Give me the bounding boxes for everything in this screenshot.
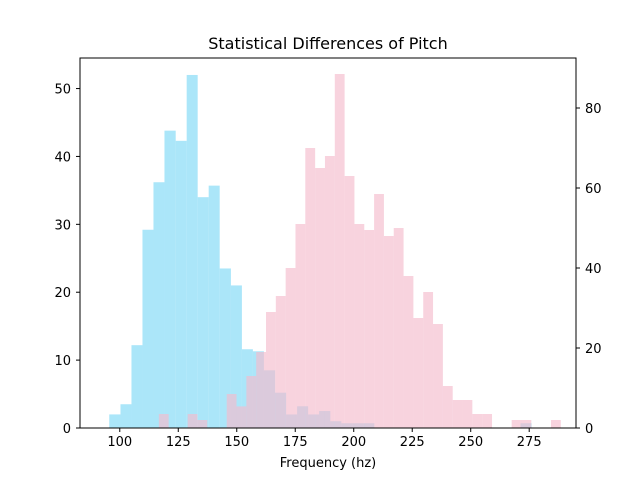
x-tick-label: 200 bbox=[341, 435, 366, 450]
pink-bar bbox=[344, 176, 355, 428]
x-tick-label: 175 bbox=[283, 435, 308, 450]
blue-bar bbox=[153, 182, 165, 428]
pink-bar bbox=[433, 324, 443, 428]
pink-bar bbox=[413, 318, 424, 428]
pink-bar bbox=[285, 268, 296, 428]
left-y-tick-label: 30 bbox=[54, 218, 71, 233]
pink-bar bbox=[295, 224, 306, 428]
left-y-tick-label: 20 bbox=[54, 286, 71, 301]
pink-bar bbox=[511, 420, 522, 428]
blue-bar bbox=[175, 140, 187, 428]
pink-bar bbox=[521, 420, 532, 428]
x-tick-label: 100 bbox=[107, 435, 132, 450]
left-y-tick-label: 10 bbox=[54, 354, 71, 369]
pink-bar bbox=[442, 386, 453, 428]
pink-bar bbox=[324, 156, 335, 428]
right-y-tick-label: 60 bbox=[585, 182, 602, 197]
blue-bar bbox=[230, 285, 242, 428]
x-tick-label: 125 bbox=[166, 435, 191, 450]
x-axis-label: Frequency (hz) bbox=[280, 456, 377, 471]
chart-title: Statistical Differences of Pitch bbox=[208, 34, 448, 53]
pink-bar bbox=[275, 296, 286, 428]
pink-bar bbox=[266, 312, 276, 428]
pink-bar bbox=[197, 420, 208, 428]
left-y-tick-label: 50 bbox=[54, 83, 71, 98]
pink-bar bbox=[462, 400, 473, 428]
blue-bar bbox=[208, 185, 220, 428]
right-y-tick-label: 20 bbox=[585, 342, 602, 357]
blue-bar bbox=[120, 404, 132, 428]
pink-bar bbox=[354, 224, 365, 428]
pink-bar bbox=[472, 414, 483, 428]
blue-bar bbox=[131, 345, 143, 428]
pink-bar bbox=[187, 414, 198, 428]
left-y-axis-ticks: 0 10 20 30 40 50 bbox=[54, 83, 80, 437]
pink-bar bbox=[305, 148, 316, 428]
blue-bar bbox=[142, 229, 154, 428]
pink-bar bbox=[315, 168, 325, 428]
right-y-axis-ticks: 0 20 40 60 80 bbox=[576, 102, 602, 437]
plot-frame bbox=[79, 57, 577, 429]
pink-bar bbox=[158, 414, 169, 428]
x-tick-label: 250 bbox=[458, 435, 483, 450]
x-tick-label: 225 bbox=[400, 435, 425, 450]
left-y-tick-label: 40 bbox=[54, 150, 71, 165]
pink-bar bbox=[393, 228, 404, 428]
pink-bar bbox=[452, 400, 463, 428]
pink-bar bbox=[226, 394, 237, 428]
blue-bar bbox=[164, 130, 176, 428]
pink-bar bbox=[550, 420, 561, 428]
right-y-tick-label: 40 bbox=[585, 262, 602, 277]
x-axis-ticks: 100 125 150 175 200 225 250 275 bbox=[107, 428, 542, 450]
left-y-tick-label: 0 bbox=[63, 422, 71, 437]
pink-bar bbox=[236, 406, 247, 428]
x-tick-label: 275 bbox=[517, 435, 542, 450]
pink-bar bbox=[423, 292, 434, 428]
pink-bar bbox=[334, 74, 345, 428]
blue-bar bbox=[219, 268, 231, 428]
pink-series-bars bbox=[158, 74, 561, 428]
pink-bar bbox=[256, 352, 266, 428]
right-y-tick-label: 0 bbox=[585, 422, 593, 437]
pink-bar bbox=[374, 194, 384, 428]
blue-bar bbox=[109, 414, 121, 428]
blue-bar bbox=[186, 74, 198, 429]
pink-bar bbox=[364, 230, 375, 428]
x-tick-label: 150 bbox=[224, 435, 249, 450]
pink-bar bbox=[403, 276, 414, 428]
right-y-tick-label: 80 bbox=[585, 102, 602, 117]
pink-bar bbox=[482, 414, 493, 428]
blue-bar bbox=[197, 197, 209, 428]
pink-bar bbox=[246, 376, 257, 428]
pink-bar bbox=[383, 236, 394, 428]
